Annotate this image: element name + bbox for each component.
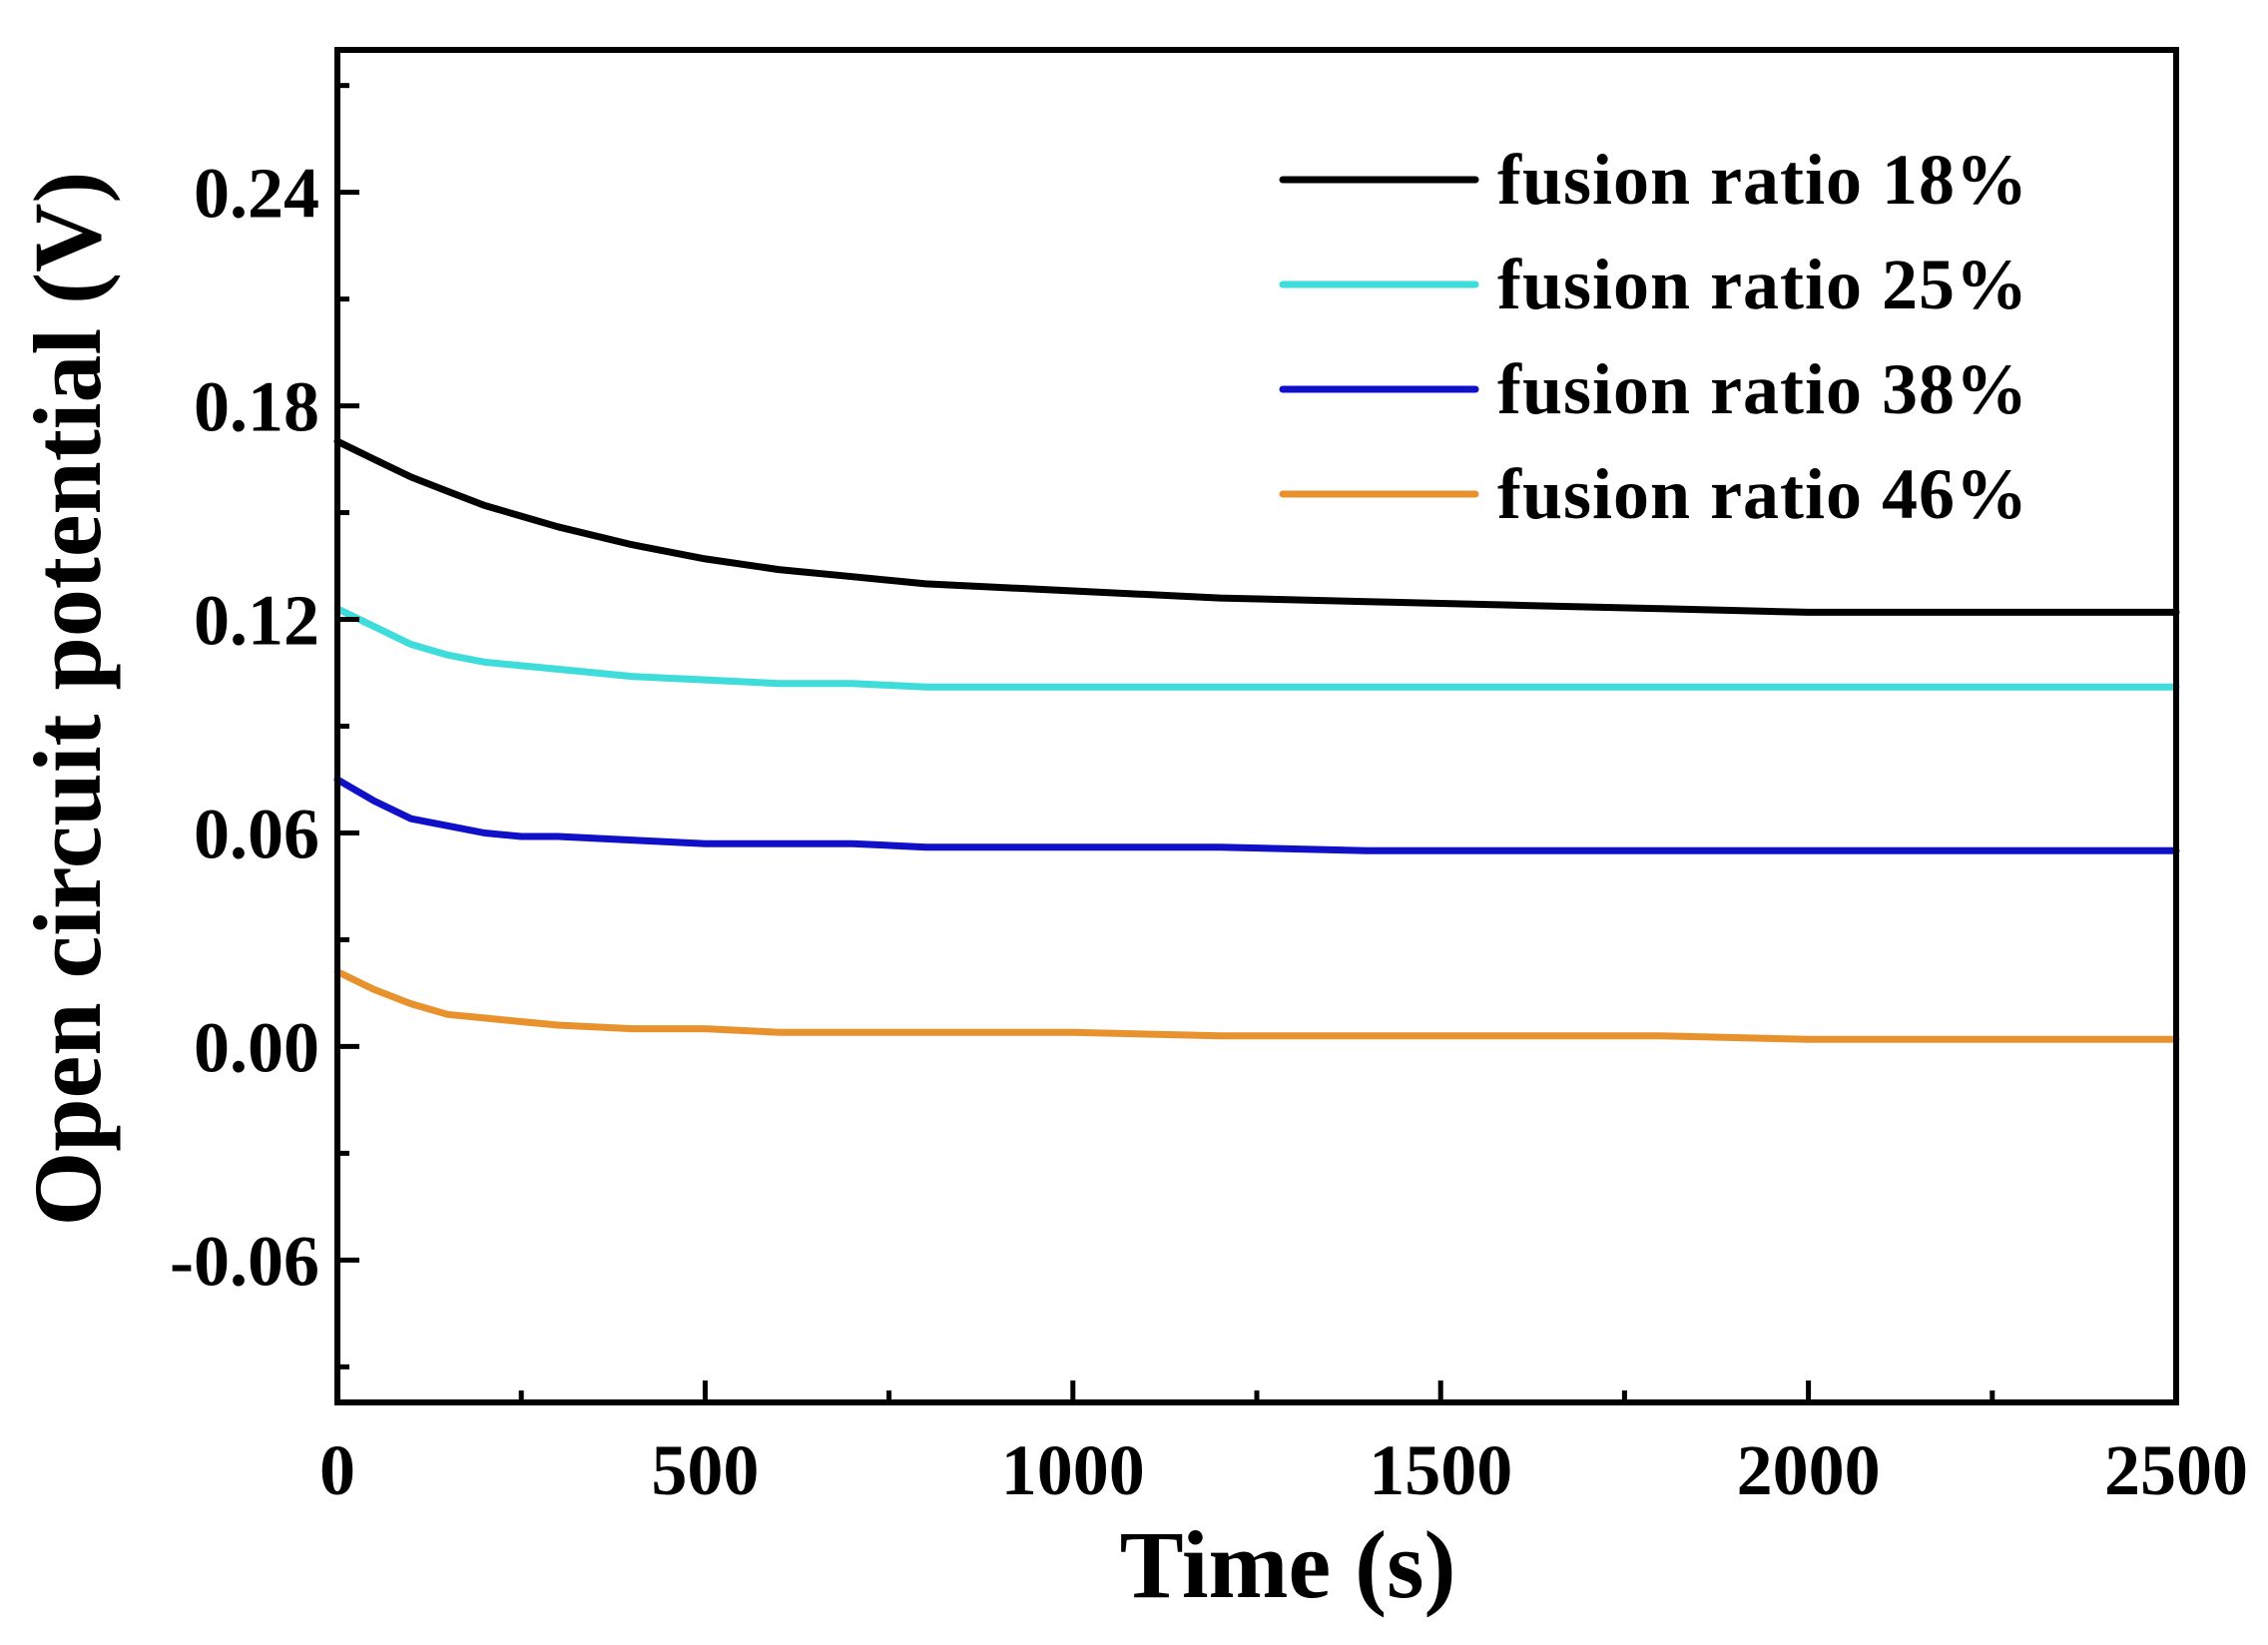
y-axis-title: Open circuit potential (V)	[14, 172, 121, 1227]
x-tick-label: 2000	[1737, 1430, 1881, 1510]
y-tick-label: 0.24	[194, 154, 319, 234]
legend: fusion ratio 18% fusion ratio 25% fusion r…	[1279, 140, 2028, 534]
x-axis-title: Time (s)	[1120, 1511, 1456, 1618]
x-tick-label: 0	[319, 1430, 355, 1510]
y-tick-label: 0.18	[194, 367, 319, 447]
legend-label-2: fusion ratio 25%	[1497, 245, 2028, 324]
series-line-3	[333, 776, 2180, 854]
series-layer	[333, 437, 2180, 1043]
y-tick-label: -0.06	[170, 1221, 319, 1301]
series-line-1	[333, 437, 2180, 616]
x-tick-label: 1500	[1369, 1430, 1512, 1510]
y-tick-label: 0.12	[194, 581, 319, 661]
x-tick-label: 2500	[2104, 1430, 2248, 1510]
legend-label-3: fusion ratio 38%	[1497, 349, 2028, 429]
x-tick-label: 1000	[1001, 1430, 1145, 1510]
series-line-4	[333, 968, 2180, 1043]
y-tick-label: 0.06	[194, 794, 319, 873]
legend-label-4: fusion ratio 46%	[1497, 454, 2028, 534]
x-tick-label: 500	[651, 1430, 759, 1510]
legend-label-1: fusion ratio 18%	[1497, 140, 2028, 220]
series-line-2	[333, 605, 2180, 691]
axes-layer: 0 500 1000 1500 2000 2500 -0.06 0.00 0.06 0.12 0.1…	[170, 47, 2248, 1510]
y-tick-label: 0.00	[194, 1007, 319, 1087]
